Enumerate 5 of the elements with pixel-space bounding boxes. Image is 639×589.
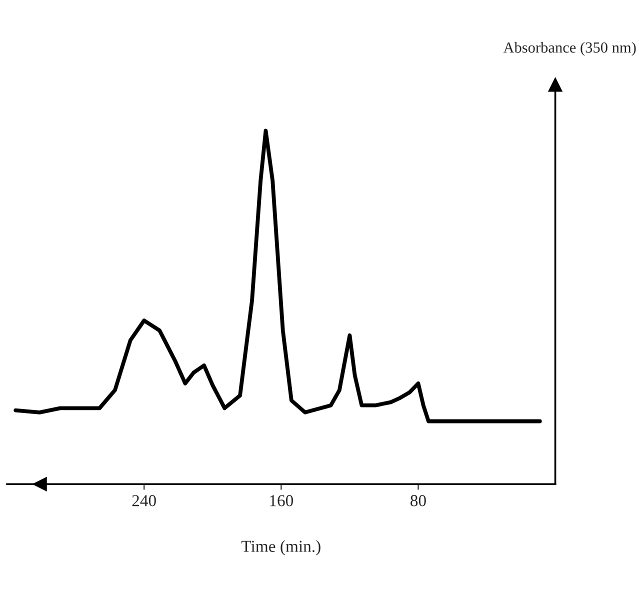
x-axis-title: Time (min.) (241, 540, 320, 556)
y-axis-title: Absorbance (350 nm) (503, 42, 636, 56)
x-tick-label: 240 (132, 495, 156, 506)
x-tick-label: 80 (410, 495, 426, 506)
x-tick-label: 160 (270, 495, 294, 506)
